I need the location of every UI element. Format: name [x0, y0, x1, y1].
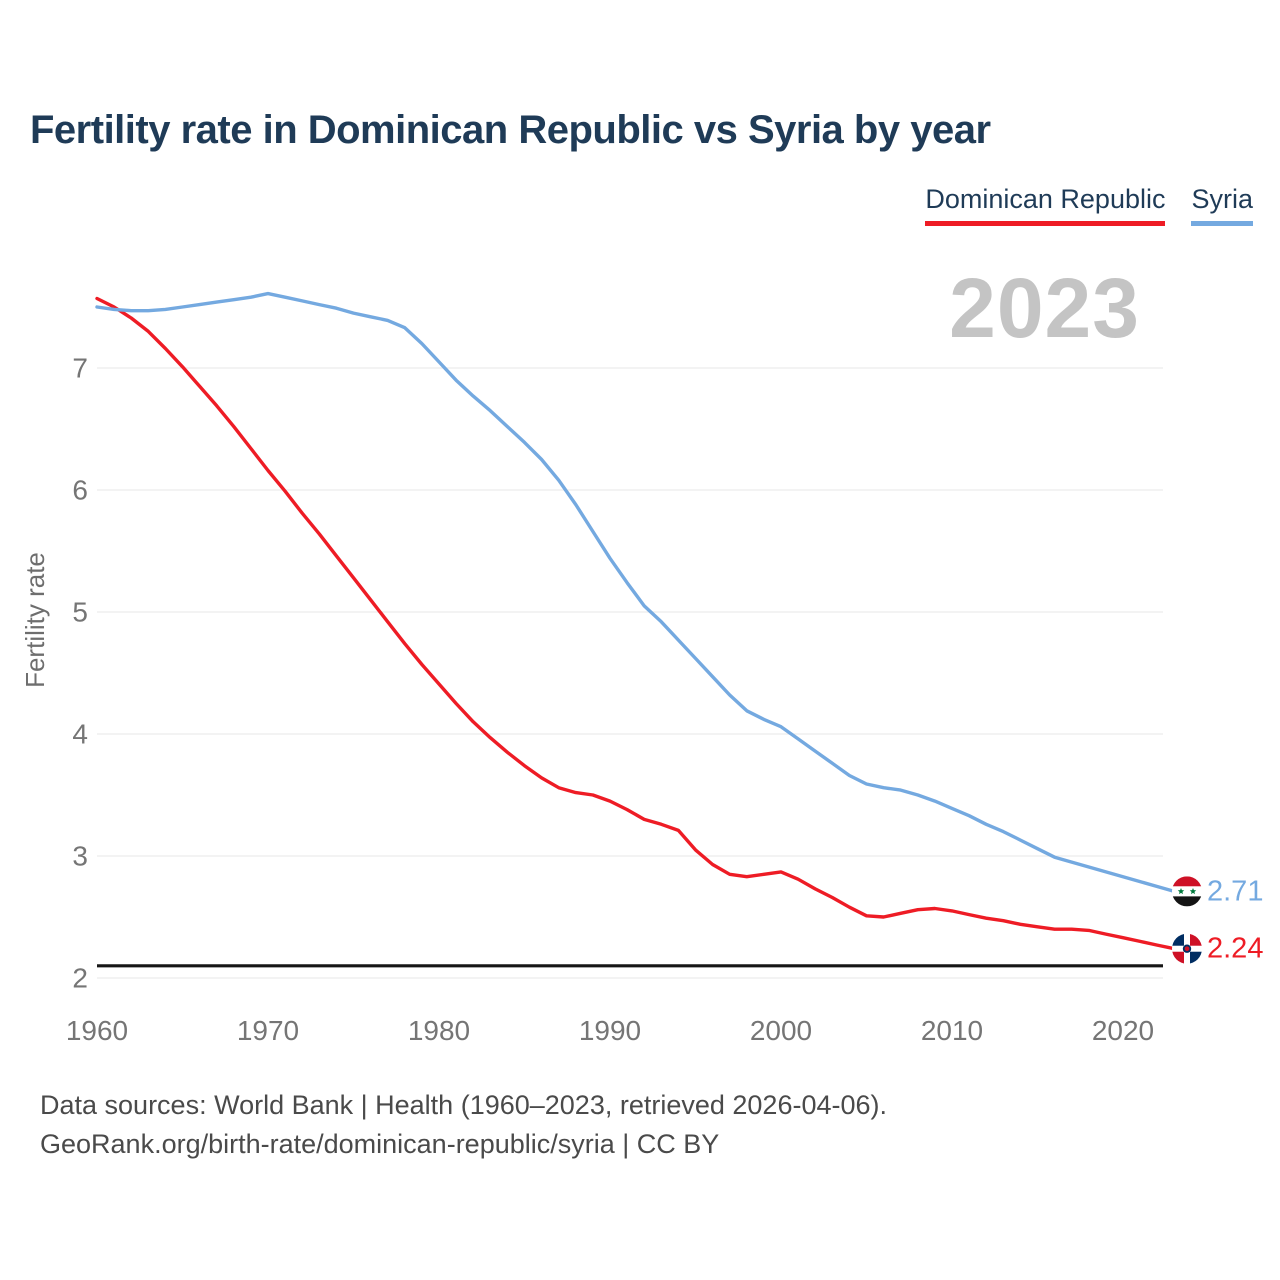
y-tick-label: 6 [72, 475, 88, 506]
x-tick-label: 1960 [66, 1015, 128, 1046]
x-tick-label: 1970 [237, 1015, 299, 1046]
end-value-syria: 2.71 [1207, 875, 1263, 907]
footer: Data sources: World Bank | Health (1960–… [40, 1086, 887, 1164]
legend-item-dominican-republic[interactable]: Dominican Republic [925, 184, 1166, 226]
series-line-syria [95, 291, 1177, 894]
x-tick-label: 2000 [750, 1015, 812, 1046]
data-sources-text: Data sources: World Bank | Health (1960–… [40, 1090, 887, 1120]
series-line-dominican-republic [95, 296, 1177, 951]
x-tick-label: 1980 [408, 1015, 470, 1046]
y-axis-title: Fertility rate [20, 552, 50, 688]
attribution-text: GeoRank.org/birth-rate/dominican-republi… [40, 1129, 720, 1159]
year-watermark: 2023 [949, 261, 1140, 355]
dominican-republic-flag-icon [1172, 933, 1202, 964]
y-tick-label: 3 [72, 841, 88, 872]
y-tick-label: 5 [72, 597, 88, 628]
x-tick-label: 1990 [579, 1015, 641, 1046]
y-tick-label: 2 [72, 963, 88, 994]
legend: Dominican Republic Syria [925, 184, 1253, 226]
legend-item-syria[interactable]: Syria [1191, 184, 1253, 226]
syria-flag-icon [1172, 876, 1202, 907]
end-value-dominican-republic: 2.24 [1207, 933, 1263, 965]
page-title: Fertility rate in Dominican Republic vs … [30, 108, 991, 152]
y-tick-label: 4 [72, 719, 88, 750]
y-tick-label: 7 [72, 353, 88, 384]
x-tick-label: 2010 [921, 1015, 983, 1046]
x-tick-label: 2020 [1092, 1015, 1154, 1046]
